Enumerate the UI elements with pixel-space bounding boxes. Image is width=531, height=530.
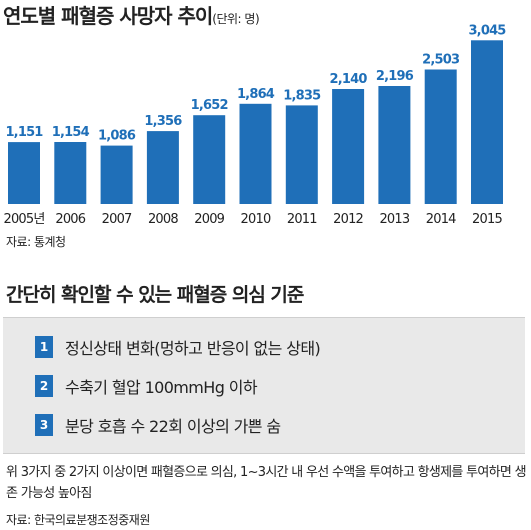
data-label-2005년: 1,151 [5, 125, 43, 140]
chart-source: 자료: 통계청 [6, 235, 66, 249]
criteria-text: 수축기 혈압 100mmHg 이하 [65, 378, 258, 397]
bar-2015 [471, 40, 503, 204]
x-tick-label: 2008 [148, 212, 178, 227]
criteria-number-badge: 1 [35, 336, 53, 358]
criteria-item-3: 3 분당 호흡 수 22회 이상의 가쁜 숨 [35, 413, 281, 437]
chart-title-text: 연도별 패혈증 사망자 추이 [3, 4, 213, 28]
data-label-2010: 1,864 [237, 87, 275, 102]
data-label-2011: 1,835 [283, 88, 321, 103]
criteria-number-badge: 2 [35, 375, 53, 397]
bar-2005년 [8, 142, 40, 204]
criteria-title: 간단히 확인할 수 있는 패혈증 의심 기준 [6, 284, 304, 306]
criteria-text: 정신상태 변화(멍하고 반응이 없는 상태) [65, 339, 321, 358]
x-tick-label: 2005년 [3, 212, 44, 227]
bar-2008 [146, 131, 179, 204]
data-label-2014: 2,503 [422, 53, 460, 68]
bar-2012 [332, 89, 365, 204]
footnote: 위 3가지 중 2가지 이상이면 패혈증으로 의심, 1~3시간 내 우선 수액… [6, 465, 527, 501]
chart-unit: (단위: 명) [212, 12, 260, 26]
data-label-2015: 3,045 [468, 23, 506, 38]
data-label-2007: 1,086 [98, 129, 136, 144]
footnote-source: 자료: 한국의료분쟁조정중재원 [6, 513, 150, 527]
criteria-number-badge: 3 [35, 414, 53, 436]
data-label-2013: 2,196 [376, 69, 414, 84]
bar-2009 [193, 115, 226, 204]
data-label-2006: 1,154 [52, 125, 90, 140]
x-tick-label: 2009 [194, 212, 224, 227]
bar-2007 [100, 145, 133, 204]
chart-title: 연도별 패혈증 사망자 추이(단위: 명) [3, 0, 260, 29]
criteria-panel: 1 정신상태 변화(멍하고 반응이 없는 상태) 2 수축기 혈압 100mmH… [3, 317, 525, 454]
bar-2006 [54, 142, 87, 204]
bar-2014 [424, 69, 457, 204]
criteria-text: 분당 호흡 수 22회 이상의 가쁜 숨 [65, 417, 281, 436]
bar-2013 [378, 86, 411, 204]
bar-2010 [239, 103, 272, 204]
data-label-2009: 1,652 [191, 98, 228, 113]
x-tick-label: 2015 [472, 212, 502, 227]
bar-chart: 1,151 2005년 1,154 2006 1,086 2007 1,356 2008 1,6… [3, 23, 507, 227]
x-tick-label: 2011 [287, 212, 317, 227]
data-label-2008: 1,356 [144, 114, 182, 129]
data-label-2012: 2,140 [330, 72, 368, 87]
criteria-item-1: 1 정신상태 변화(멍하고 반응이 없는 상태) [35, 335, 321, 359]
x-tick-label: 2007 [102, 212, 132, 227]
x-tick-label: 2006 [55, 212, 85, 227]
x-tick-label: 2013 [379, 212, 409, 227]
x-tick-label: 2012 [333, 212, 363, 227]
x-tick-label: 2014 [426, 212, 456, 227]
bar-2011 [285, 105, 318, 204]
x-tick-label: 2010 [241, 212, 271, 227]
criteria-item-2: 2 수축기 혈압 100mmHg 이하 [35, 374, 258, 398]
